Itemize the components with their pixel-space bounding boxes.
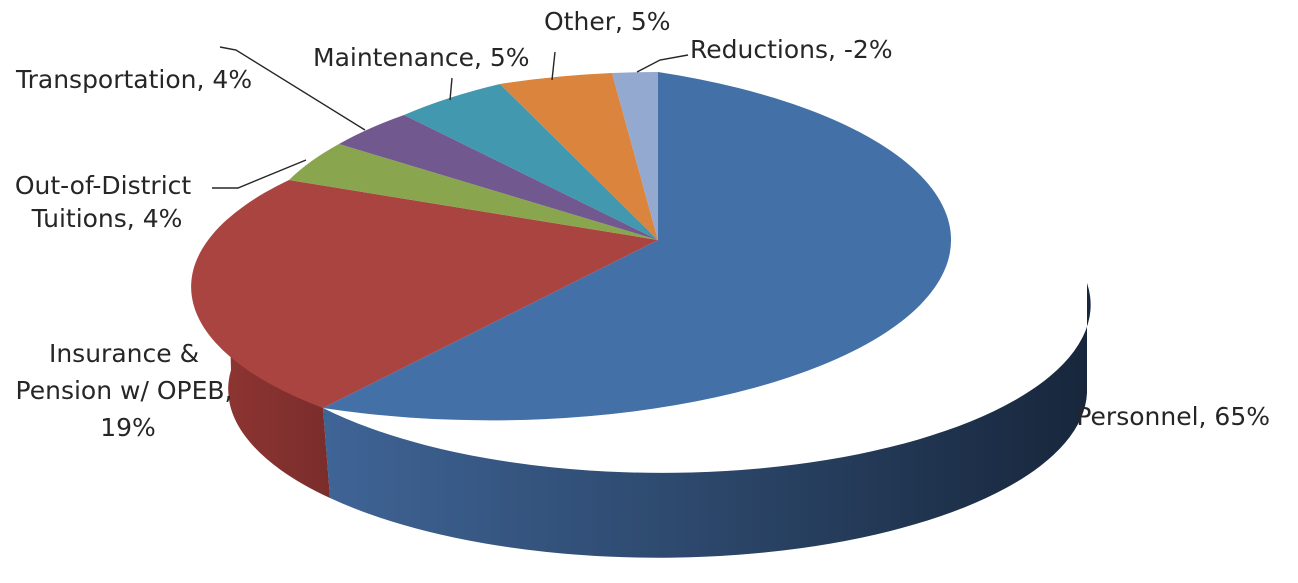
label-transportation: Transportation, 4% [15, 65, 252, 94]
label-other: Other, 5% [544, 7, 671, 36]
leader-reductions [636, 54, 689, 73]
leader-out-of-district [212, 159, 307, 189]
label-maintenance: Maintenance, 5% [313, 43, 530, 72]
label-out-of-district: Out-of-District Tuitions, 4% [15, 171, 199, 233]
leader-transportation [219, 46, 366, 131]
slice-personnel [323, 72, 952, 421]
leader-maintenance [449, 77, 453, 101]
leader-other [551, 51, 556, 81]
slice-out-of-district [289, 144, 658, 240]
slice-reductions [612, 72, 658, 240]
slice-insurance [191, 180, 659, 408]
slice-transportation [339, 115, 658, 240]
pie-side-personnel [323, 283, 1091, 558]
label-reductions: Reductions, -2% [690, 35, 893, 64]
label-insurance: Insurance & Pension w/ OPEB, 19% [16, 339, 241, 442]
pie-side-insurance [218, 262, 330, 498]
slice-other [500, 73, 658, 240]
label-personnel: Personnel, 65% [1076, 402, 1270, 431]
slice-maintenance [404, 84, 658, 240]
